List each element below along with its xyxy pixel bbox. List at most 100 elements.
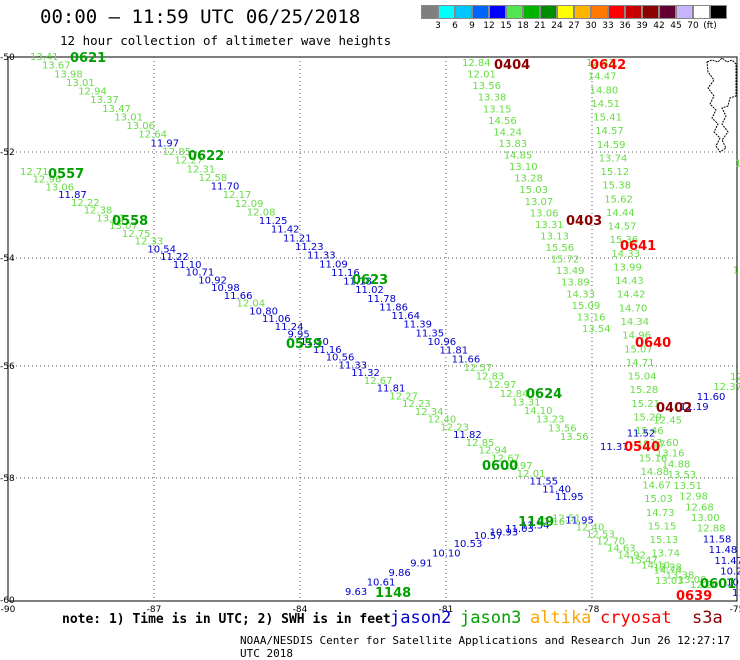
- wave-height-value: 12.67: [364, 376, 393, 387]
- wave-height-value: 14.73: [646, 508, 675, 519]
- pass-time-label: 0404: [494, 58, 530, 73]
- legend-swatch: [710, 5, 727, 19]
- wave-height-value: 15.16: [639, 453, 668, 464]
- wave-height-value: 12.83: [476, 372, 505, 383]
- wave-height-value: 13.06: [46, 183, 75, 194]
- wave-height-value: 15.56: [546, 243, 575, 254]
- wave-height-value: 14.24: [493, 127, 522, 138]
- wave-height-value: 15.21: [631, 399, 660, 410]
- legend-tick-label: 27: [568, 21, 580, 31]
- wave-height-value: 13.49: [556, 266, 585, 277]
- wave-height-value: 12.01: [517, 469, 546, 480]
- wave-height-value: 11.06: [262, 314, 291, 325]
- legend-swatch: [676, 5, 693, 19]
- wave-height-value: 14.56: [488, 116, 517, 127]
- wave-height-value: 11.23: [295, 242, 324, 253]
- wave-height-value: 13.01: [114, 113, 143, 124]
- wave-height-value: 14.57: [595, 126, 624, 137]
- wave-height-value: 11.09: [319, 259, 348, 270]
- wave-height-value: 11.81: [440, 346, 469, 357]
- wave-height-value: 15.09: [572, 301, 601, 312]
- wave-height-value: 13.53: [668, 470, 697, 481]
- wave-height-value: 12.16: [537, 517, 566, 528]
- wave-height-value: 14.10: [641, 561, 670, 572]
- pass-time-label: 0540: [624, 440, 660, 455]
- legend-tick-label: 9: [469, 21, 475, 31]
- wave-height-value: 14.51: [591, 99, 620, 110]
- wave-height-value: 14.85: [504, 151, 533, 162]
- wave-height-value: 15.29: [633, 412, 662, 423]
- legend-ticks: 3 6 9 12 15 18 21 24 27 30 33 36 39 42 45 70 (ft): [421, 21, 740, 33]
- wave-height-value: 11.24: [275, 322, 304, 333]
- wave-height-value: 11.55: [530, 477, 559, 488]
- wave-height-value: 13.06: [126, 121, 155, 132]
- wave-height-value: 14.33: [566, 289, 595, 300]
- wave-height-value: 14.71: [626, 358, 655, 369]
- wave-height-value: 10.53: [454, 539, 483, 550]
- altimeter-tracks: 13.4113.6713.9813.0112.9413.3713.4713.01…: [20, 52, 740, 599]
- lat-label: -52: [0, 148, 15, 158]
- wave-height-value: 13.06: [530, 208, 559, 219]
- wave-height-value: 13.00: [691, 513, 720, 524]
- pass-time-label: 0403: [566, 214, 602, 229]
- legend-tick-label: 70: [687, 21, 699, 31]
- wave-height-value: 13.13: [540, 232, 569, 243]
- wave-height-value: 15.15: [648, 522, 677, 533]
- wave-height-value: 13.15: [483, 104, 512, 115]
- wave-height-value: 10.57: [474, 531, 503, 542]
- wave-height-value: 13.10: [509, 162, 538, 173]
- wave-height-value: 13.60: [650, 438, 679, 449]
- wave-height-value: 13.41: [30, 52, 59, 63]
- wave-height-value: 11.18: [343, 277, 372, 288]
- wave-height-value: 11.22: [160, 252, 189, 263]
- wave-height-value: 15.07: [624, 344, 653, 355]
- pass-time-label: 0622: [188, 149, 224, 164]
- wave-height-value: 12.46: [733, 265, 740, 276]
- pass-time-label: 0642: [590, 58, 626, 73]
- wave-height-value: 11.03: [505, 524, 534, 535]
- wave-height-value: 12.97: [504, 461, 533, 472]
- wave-height-value: 11.81: [377, 384, 406, 395]
- wave-height-value: 10.98: [211, 283, 240, 294]
- wave-height-value: 14.88: [662, 459, 691, 470]
- wave-height-value: 13.31: [512, 398, 541, 409]
- wave-height-value: 14.96: [622, 331, 651, 342]
- wave-height-value: 10.56: [326, 353, 355, 364]
- color-legend: [421, 5, 727, 19]
- wave-height-value: 15.03: [519, 185, 548, 196]
- wave-height-value: 11.52: [627, 429, 656, 440]
- wave-height-value: 13.01: [66, 78, 95, 89]
- wave-height-value: 14.80: [590, 85, 619, 96]
- wave-height-value: 11.97: [151, 138, 180, 149]
- wave-height-value: 11.32: [351, 368, 380, 379]
- wave-height-value: 14.59: [597, 140, 626, 151]
- legend-swatch: [438, 5, 455, 19]
- legend-swatch: [642, 5, 659, 19]
- wave-height-value: 11.47: [714, 556, 740, 567]
- wave-height-value: 15.04: [628, 372, 657, 383]
- wave-height-value: 11.82: [453, 430, 482, 441]
- sat-name-s3a: s3a: [692, 608, 723, 628]
- wave-height-value: 10.92: [198, 275, 227, 286]
- legend-swatch: [540, 5, 557, 19]
- wave-height-value: 12.08: [247, 208, 276, 219]
- legend-swatch: [523, 5, 540, 19]
- lon-label: -84: [293, 605, 308, 615]
- legend-swatch: [557, 5, 574, 19]
- legend-tick-label: 30: [585, 21, 597, 31]
- wave-height-value: 12.84: [500, 389, 529, 400]
- legend-swatch: [472, 5, 489, 19]
- wave-height-value: 11.42: [271, 225, 300, 236]
- wave-height-value: 11.35: [416, 328, 445, 339]
- wave-height-value: 13.51: [673, 481, 702, 492]
- wave-height-value: 15.17: [637, 440, 666, 451]
- wave-height-value: 12.75: [122, 229, 151, 240]
- wave-height-value: 13.38: [666, 570, 695, 581]
- wave-height-value: 12.71: [20, 167, 49, 178]
- wave-height-value: 13.28: [514, 174, 543, 185]
- wave-height-value: 13.54: [582, 324, 611, 335]
- wave-height-value: 13.37: [90, 95, 119, 106]
- pass-time-label: 0640: [635, 336, 671, 351]
- wave-height-value: 13.16: [656, 449, 685, 460]
- pass-time-label: 0639: [676, 589, 712, 604]
